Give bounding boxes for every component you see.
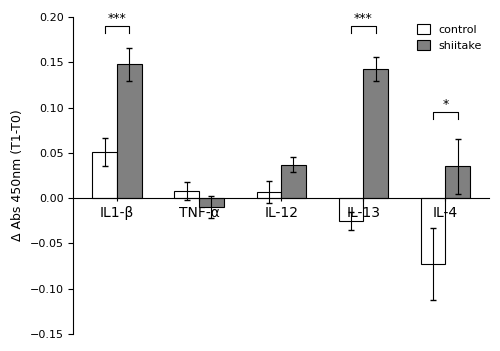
- Text: *: *: [442, 98, 448, 111]
- Bar: [174, 191, 199, 198]
- Bar: [117, 64, 141, 198]
- Text: ***: ***: [354, 12, 372, 25]
- Bar: [256, 192, 281, 198]
- Bar: [92, 152, 117, 198]
- Text: ***: ***: [108, 12, 126, 25]
- Bar: [420, 198, 446, 264]
- Bar: [338, 198, 363, 221]
- Bar: [281, 165, 306, 198]
- Y-axis label: Δ Abs 450nm (T1-T0): Δ Abs 450nm (T1-T0): [11, 110, 24, 241]
- Bar: [446, 166, 470, 198]
- Bar: [199, 198, 224, 207]
- Legend: control, shiitake: control, shiitake: [412, 19, 486, 55]
- Bar: [364, 69, 388, 198]
